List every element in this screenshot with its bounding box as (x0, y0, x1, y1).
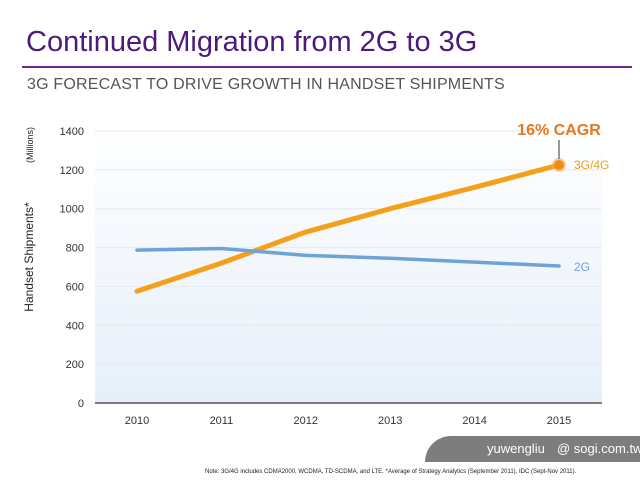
x-tick-label: 2010 (125, 415, 149, 427)
y-tick-label: 800 (66, 243, 84, 255)
y-tick-label: 1200 (60, 165, 84, 177)
watermark-user: yuwengliu (487, 441, 545, 456)
x-tick-label: 2011 (210, 415, 234, 427)
endpoint-marker (554, 160, 564, 170)
x-tick-label: 2013 (378, 415, 402, 427)
y-tick-label: 0 (78, 398, 84, 410)
y-tick-label: 1000 (60, 204, 84, 216)
x-tick-label: 2014 (462, 415, 486, 427)
footnote: Note: 3G/4G includes CDMA2000, WCDMA, TD… (205, 469, 577, 475)
watermark: yuwengliu @ sogi.com.tw (425, 436, 640, 462)
y-tick-label: 200 (66, 359, 84, 371)
slide-title: Continued Migration from 2G to 3G (26, 26, 478, 58)
series-line-2G (135, 246, 561, 268)
series-label: 2G (574, 260, 590, 274)
y-tick-label: 600 (66, 281, 84, 293)
watermark-site: @ sogi.com.tw (557, 441, 640, 456)
plot-background (95, 121, 602, 403)
slide-subtitle: 3G FORECAST TO DRIVE GROWTH IN HANDSET S… (27, 76, 505, 93)
y-tick-label: 400 (66, 320, 84, 332)
y-tick-label: 1400 (60, 126, 84, 138)
x-tick-label: 2012 (294, 415, 318, 427)
cagr-annotation: 16% CAGR (517, 122, 601, 139)
series-label: 3G/4G (574, 158, 609, 172)
x-tick-label: 2015 (547, 415, 571, 427)
title-divider (22, 66, 632, 68)
series-line-3G/4G (134, 162, 562, 294)
